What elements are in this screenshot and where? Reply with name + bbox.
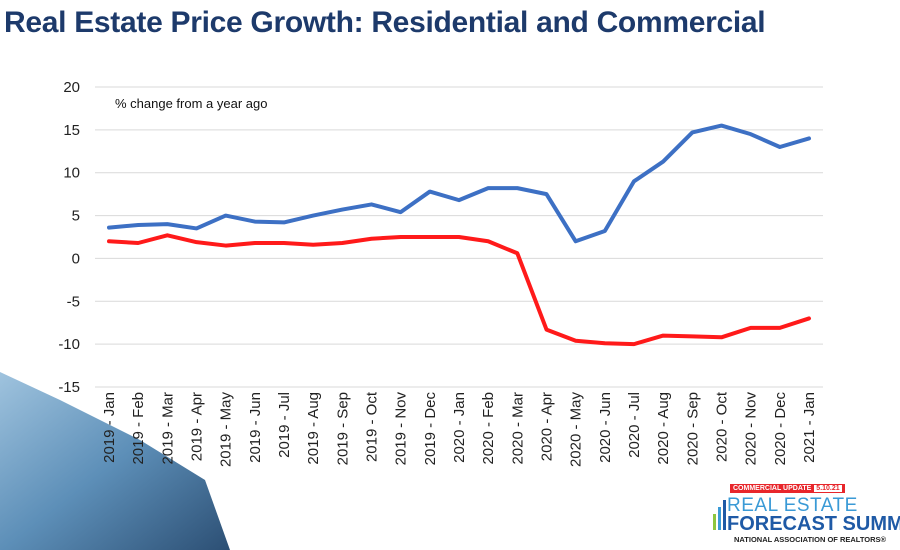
x-tick-label: 2019 - Feb <box>130 392 147 465</box>
data-point <box>166 234 168 236</box>
data-point <box>516 252 518 254</box>
data-point <box>371 203 372 205</box>
forecast-summit-logo: COMMERCIAL UPDATE 5.10.21 REAL ESTATE FOR… <box>700 482 900 548</box>
data-point <box>604 230 606 232</box>
data-point <box>487 240 489 242</box>
x-tick-label: 2020 - Dec <box>772 392 789 466</box>
logo-line3: NATIONAL ASSOCIATION OF REALTORS® <box>734 535 887 544</box>
x-tick-label: 2021 - Jan <box>801 392 818 463</box>
data-point <box>137 242 139 244</box>
x-tick-label: 2020 - May <box>568 392 585 468</box>
y-tick-label: 10 <box>63 165 80 182</box>
data-point <box>633 180 635 182</box>
x-tick-label: 2019 - Mar <box>159 392 176 465</box>
data-point <box>808 137 810 139</box>
x-tick-label: 2020 - Sep <box>684 392 701 465</box>
data-point <box>487 187 489 189</box>
data-point <box>341 209 343 211</box>
data-point <box>108 240 110 242</box>
data-point <box>400 211 402 213</box>
data-point <box>575 240 577 242</box>
data-point <box>604 342 606 344</box>
data-point <box>341 242 343 244</box>
data-point <box>546 329 547 331</box>
y-tick-label: -15 <box>58 379 80 396</box>
x-tick-label: 2020 - Mar <box>509 392 526 465</box>
x-tick-label: 2020 - Nov <box>743 392 760 466</box>
x-tick-label: 2020 - Aug <box>655 392 672 465</box>
y-tick-label: -5 <box>67 293 80 310</box>
data-point <box>371 238 372 240</box>
series-line-0 <box>107 123 811 244</box>
logo-line1: REAL ESTATE <box>727 495 858 516</box>
data-point <box>166 223 168 225</box>
x-tick-label: 2020 - Jan <box>451 392 468 463</box>
data-point <box>546 193 547 195</box>
x-tick-label: 2019 - May <box>218 392 235 468</box>
data-point <box>108 227 110 229</box>
data-point <box>808 317 810 319</box>
x-tick-label: 2019 - Jun <box>247 392 264 463</box>
page-title: Real Estate Price Growth: Residential an… <box>4 6 766 39</box>
y-tick-label: -10 <box>58 336 80 353</box>
data-point <box>283 242 285 244</box>
x-tick-label: 2019 - Jan <box>101 392 118 463</box>
data-point <box>750 133 752 135</box>
x-tick-label: 2019 - Apr <box>189 392 206 461</box>
data-point <box>662 335 664 337</box>
x-tick-label: 2019 - Jul <box>276 392 293 458</box>
data-point <box>516 187 518 189</box>
data-point <box>633 343 635 345</box>
x-tick-label: 2019 - Aug <box>305 392 322 465</box>
x-tick-label: 2019 - Dec <box>422 392 439 466</box>
bar-logo-icon <box>713 500 726 530</box>
x-tick-label: 2019 - Sep <box>334 392 351 465</box>
x-tick-label: 2019 - Oct <box>364 391 381 462</box>
x-tick-label: 2020 - Apr <box>539 392 556 461</box>
data-point <box>458 199 460 201</box>
x-tick-label: 2020 - Jul <box>626 392 643 458</box>
data-point <box>225 215 227 217</box>
data-point <box>196 241 197 243</box>
x-tick-label: 2020 - Jun <box>597 392 614 463</box>
data-point <box>721 336 722 338</box>
y-tick-label: 0 <box>72 250 80 267</box>
data-point <box>312 244 314 246</box>
logo-line2: FORECAST SUMMIT <box>727 513 900 535</box>
data-point <box>721 125 722 127</box>
data-point <box>137 224 139 226</box>
data-point <box>429 236 431 238</box>
data-point <box>225 245 227 247</box>
series-line-1 <box>107 233 811 347</box>
data-point <box>429 191 431 193</box>
y-tick-label: 5 <box>72 208 80 225</box>
data-point <box>691 131 693 133</box>
data-point <box>662 161 664 163</box>
x-tick-label: 2020 - Feb <box>480 392 497 465</box>
logo-badge: COMMERCIAL UPDATE 5.10.21 <box>730 484 845 493</box>
data-point <box>458 236 460 238</box>
data-point <box>400 236 402 238</box>
x-tick-label: 2019 - Nov <box>393 392 410 466</box>
data-point <box>312 215 314 217</box>
x-tick-label: 2020 - Oct <box>714 391 731 462</box>
chart-annotation: % change from a year ago <box>115 96 267 111</box>
y-tick-label: 15 <box>63 122 80 139</box>
data-point <box>779 146 781 148</box>
data-point <box>750 327 752 329</box>
data-point <box>254 221 256 223</box>
y-tick-label: 20 <box>63 79 80 96</box>
data-point <box>283 221 285 223</box>
building-photo <box>0 372 230 550</box>
data-point <box>691 335 693 337</box>
data-point <box>196 227 197 229</box>
data-point <box>254 242 256 244</box>
data-point <box>575 340 577 342</box>
data-point <box>779 327 781 329</box>
